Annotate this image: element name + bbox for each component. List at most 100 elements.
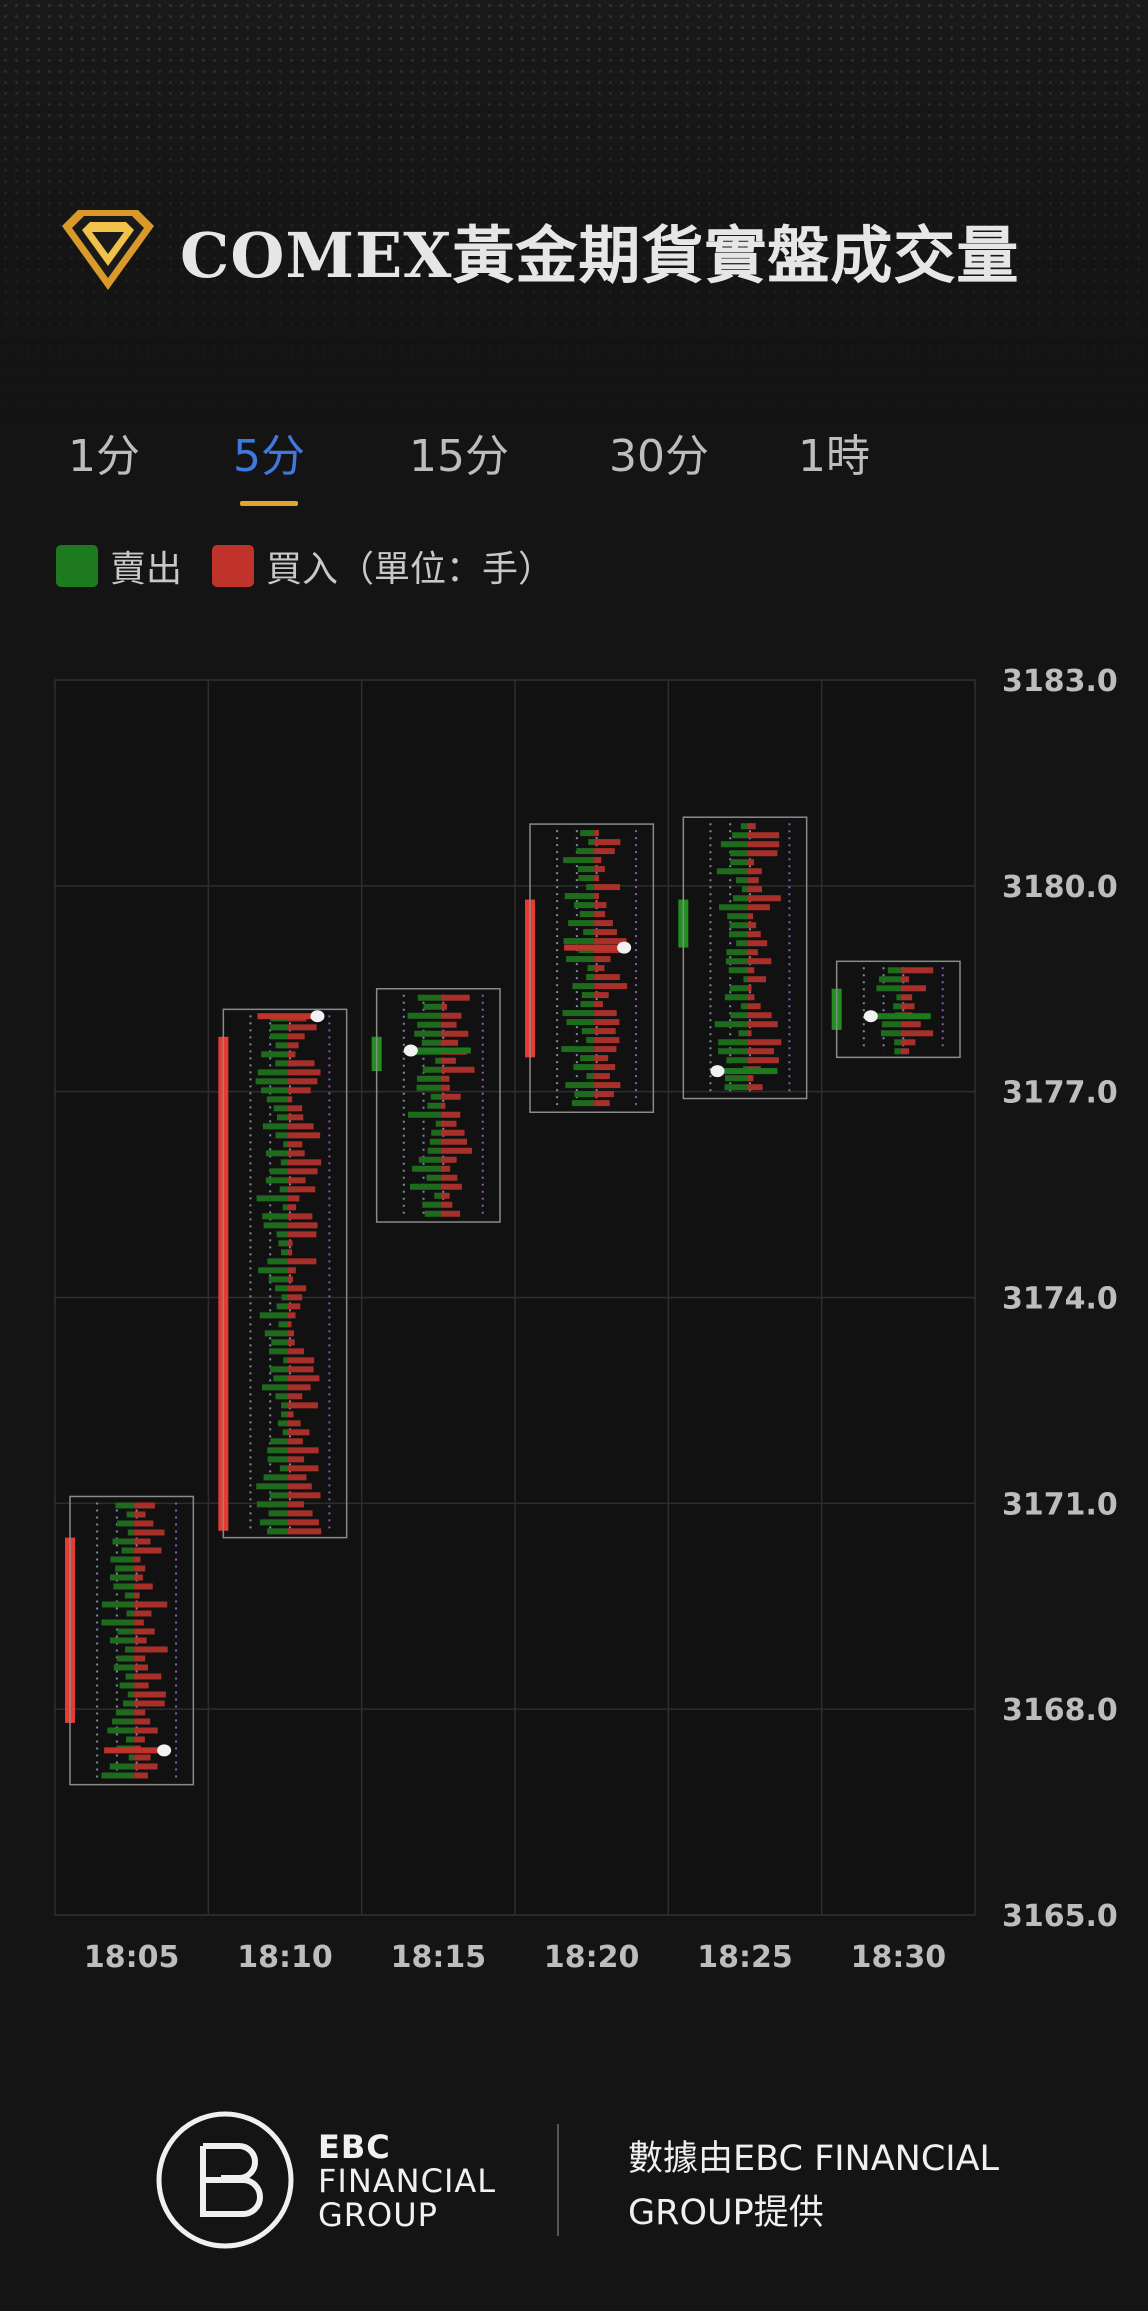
sell-volume-bar — [277, 1114, 288, 1121]
buy-volume-bar — [134, 1619, 144, 1626]
buy-volume-bar — [594, 965, 605, 972]
buy-volume-bar — [594, 875, 600, 882]
sell-volume-bar — [265, 1150, 288, 1157]
y-tick-label: 3183.0 — [1002, 664, 1118, 699]
buy-volume-bar — [594, 902, 607, 909]
buy-volume-bar — [134, 1511, 146, 1518]
buy-volume-bar — [594, 1064, 616, 1071]
legend-sell-label: 賣出 — [110, 549, 183, 590]
footprint-box — [835, 960, 961, 1059]
sell-volume-bar — [263, 1474, 288, 1481]
sell-volume-bar — [587, 965, 595, 972]
sell-volume-bar — [430, 1093, 441, 1100]
buy-volume-bar — [287, 1474, 307, 1481]
sell-volume-bar — [881, 1021, 901, 1028]
buy-volume-bar — [440, 1030, 469, 1037]
sell-volume-bar — [724, 994, 748, 1001]
tab-15min[interactable]: 15分 — [409, 431, 509, 482]
buy-volume-bar — [747, 1012, 772, 1019]
buy-volume-bar — [134, 1718, 151, 1725]
tab-1min[interactable]: 1分 — [68, 431, 140, 482]
sell-volume-bar — [269, 1033, 288, 1040]
buy-volume-bar — [900, 1048, 910, 1055]
tab-30min[interactable]: 30分 — [609, 431, 709, 482]
buy-volume-bar — [287, 1087, 311, 1094]
buy-volume-bar — [440, 1039, 459, 1046]
buy-volume-bar — [287, 1168, 318, 1175]
sell-volume-bar — [580, 830, 595, 837]
footprint-box — [222, 1008, 348, 1539]
y-tick-label: 3180.0 — [1002, 870, 1118, 905]
buy-volume-bar — [900, 1030, 934, 1037]
sell-volume-bar — [101, 1619, 135, 1626]
sell-volume-bar — [876, 985, 901, 992]
buy-volume-bar — [287, 1303, 301, 1310]
tab-5min[interactable]: 5分 — [174, 420, 364, 484]
poc-marker — [863, 1010, 878, 1023]
sell-volume-bar — [282, 1204, 288, 1211]
buy-volume-bar — [440, 1111, 461, 1118]
buy-volume-bar — [287, 1204, 297, 1211]
page-header: COMEX黃金期貨實盤成交量 — [56, 200, 1019, 300]
buy-volume-bar — [287, 1411, 294, 1418]
x-tick-label: 18:05 — [84, 1940, 180, 1975]
buy-volume-bar — [747, 850, 778, 857]
buy-volume-bar — [287, 1042, 299, 1049]
tab-1hour[interactable]: 1時 — [798, 431, 870, 482]
buy-volume-bar — [594, 884, 620, 891]
buy-volume-bar — [287, 1384, 311, 1391]
sell-volume-bar — [273, 1375, 288, 1382]
buy-volume-bar — [594, 920, 613, 927]
poc-bar — [104, 1747, 165, 1754]
buy-volume-bar — [287, 1483, 312, 1490]
sell-volume-bar — [417, 994, 441, 1001]
footer-divider — [557, 2124, 559, 2236]
sell-volume-bar — [561, 1046, 595, 1053]
buy-volume-bar — [747, 1048, 774, 1055]
page-title: COMEX黃金期貨實盤成交量 — [180, 219, 1020, 292]
sell-volume-bar — [126, 1610, 135, 1617]
buy-volume-bar — [747, 1084, 763, 1091]
buy-volume-bar — [287, 1528, 322, 1535]
buy-volume-bar — [594, 929, 617, 936]
sell-volume-bar — [417, 1075, 441, 1082]
sell-volume-bar — [574, 902, 595, 909]
sell-volume-bar — [283, 1141, 288, 1148]
diamond-logo-icon — [62, 210, 154, 290]
buy-volume-bar — [594, 830, 599, 837]
buy-volume-bar — [287, 1267, 296, 1274]
buy-volume-bar — [440, 1156, 457, 1163]
brand-line1: EBC — [318, 2128, 391, 2166]
sell-volume-bar — [583, 929, 595, 936]
sell-volume-bar — [736, 940, 748, 947]
buy-volume-bar — [440, 1138, 467, 1145]
buy-volume-bar — [287, 1294, 303, 1301]
sell-volume-bar — [267, 1456, 288, 1463]
sell-volume-bar — [112, 1718, 135, 1725]
sell-volume-bar — [127, 1691, 135, 1698]
buy-volume-bar — [440, 1012, 462, 1019]
sell-volume-bar — [563, 857, 595, 864]
sell-volume-bar — [411, 1165, 441, 1172]
sell-volume-bar — [116, 1655, 135, 1662]
sell-volume-bar — [431, 1129, 441, 1136]
buy-volume-bar — [287, 1348, 304, 1355]
sell-volume-bar — [109, 1637, 135, 1644]
buy-volume-bar — [287, 1132, 321, 1139]
sell-volume-bar — [434, 1192, 441, 1199]
sell-volume-bar — [730, 1012, 748, 1019]
buy-volume-bar — [594, 1091, 614, 1098]
sell-volume-bar — [566, 1019, 595, 1026]
buy-volume-bar — [440, 1165, 451, 1172]
buy-volume-bar — [594, 992, 609, 999]
buy-volume-bar — [747, 931, 761, 938]
sell-volume-bar — [267, 1528, 288, 1535]
buy-volume-bar — [287, 1249, 293, 1256]
buy-volume-bar — [134, 1772, 148, 1779]
sell-volume-bar — [573, 1064, 595, 1071]
buy-volume-bar — [287, 1519, 319, 1526]
buy-volume-bar — [134, 1574, 143, 1581]
sell-volume-bar — [126, 1736, 135, 1743]
sell-volume-bar — [424, 1210, 441, 1217]
brand-line3: GROUP — [318, 2196, 438, 2234]
